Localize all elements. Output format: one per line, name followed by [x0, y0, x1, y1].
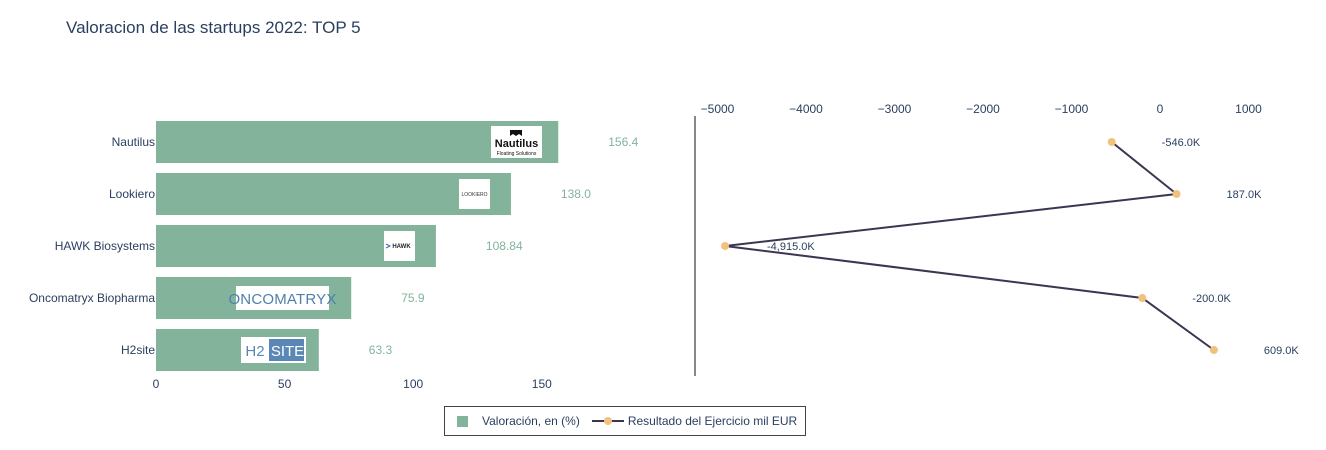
- point-label-lookiero: 187.0K: [1227, 189, 1263, 201]
- logo-text: Nautilus: [495, 138, 538, 150]
- value-label-oncomatryx-biopharma: 75.9: [401, 291, 425, 305]
- value-label-nautilus: 156.4: [608, 135, 638, 149]
- logo-subtext: Floating Solutions: [497, 151, 537, 157]
- point-oncomatryx-biopharma: [1138, 294, 1147, 302]
- legend-item-bar[interactable]: Valoración, en (%): [457, 414, 580, 428]
- logo-h2site: H2 SITE: [241, 337, 306, 363]
- nautilus-mark-icon: [510, 130, 522, 136]
- x-tick-label: 150: [532, 377, 552, 391]
- logo-text: HAWK: [392, 244, 411, 250]
- category-label-hawk-biosystems: HAWK Biosystems: [55, 239, 155, 253]
- legend-bar-label: Valoración, en (%): [482, 414, 580, 428]
- point-lookiero: [1172, 190, 1181, 198]
- point-hawk-biosystems: [721, 242, 730, 250]
- h2site-badge: [269, 339, 304, 361]
- line-chart-panel: −5000 −4000 −3000 −2000 −1000 0 1000 -546.0K 187…: [701, 102, 1300, 357]
- chart-title: Valoracion de las startups 2022: TOP 5: [66, 18, 361, 37]
- x-tick-label: −5000: [701, 102, 735, 116]
- x-tick-label: 0: [153, 377, 160, 391]
- point-label-hawk-biosystems: -4,915.0K: [767, 241, 815, 253]
- x-tick-label: 0: [1157, 102, 1164, 116]
- point-label-oncomatryx-biopharma: -200.0K: [1192, 293, 1231, 305]
- bar-lookiero: [156, 173, 511, 215]
- logo-oncomatryx-biopharma: ONCOMATRYX: [228, 286, 336, 310]
- logo-text: ONCOMATRYX: [228, 291, 336, 308]
- legend-line-label: Resultado del Ejercicio mil EUR: [627, 414, 798, 428]
- category-label-lookiero: Lookiero: [109, 187, 155, 201]
- x-tick-label: 100: [403, 377, 423, 391]
- x-tick-label: −4000: [789, 102, 823, 116]
- legend-line-symbol: [591, 417, 624, 425]
- logo-text: H2: [245, 343, 264, 360]
- point-label-nautilus: -546.0K: [1162, 137, 1201, 149]
- hawk-mark-icon: [385, 243, 392, 249]
- category-label-nautilus: Nautilus: [112, 135, 155, 149]
- logo-hawk-biosystems: HAWK: [384, 231, 415, 261]
- category-label-oncomatryx-biopharma: Oncomatryx Biopharma: [29, 291, 155, 305]
- x-tick-label: 1000: [1235, 102, 1262, 116]
- logo-lookiero: LOOKIERO: [459, 179, 490, 209]
- x-tick-label: −1000: [1055, 102, 1089, 116]
- point-h2site: [1209, 346, 1218, 354]
- logo-text: SITE: [271, 343, 304, 360]
- point-label-h2site: 609.0K: [1264, 345, 1300, 357]
- logo-text: LOOKIERO: [461, 192, 487, 198]
- value-label-hawk-biosystems: 108.84: [486, 239, 523, 253]
- x-tick-label: −2000: [966, 102, 1000, 116]
- value-label-h2site: 63.3: [369, 343, 393, 357]
- category-label-h2site: H2site: [121, 343, 155, 357]
- legend: Valoración, en (%) Resultado del Ejercic…: [444, 406, 807, 436]
- legend-item-line[interactable]: Resultado del Ejercicio mil EUR: [580, 414, 797, 428]
- value-label-lookiero: 138.0: [561, 187, 591, 201]
- point-nautilus: [1107, 138, 1116, 146]
- legend-bar-swatch: [457, 415, 468, 427]
- x-tick-label: 50: [278, 377, 292, 391]
- bar-chart-panel: Nautilus 156.4 Lookiero 138.0 HAWK Biosystem…: [29, 121, 639, 391]
- x-tick-label: −3000: [878, 102, 912, 116]
